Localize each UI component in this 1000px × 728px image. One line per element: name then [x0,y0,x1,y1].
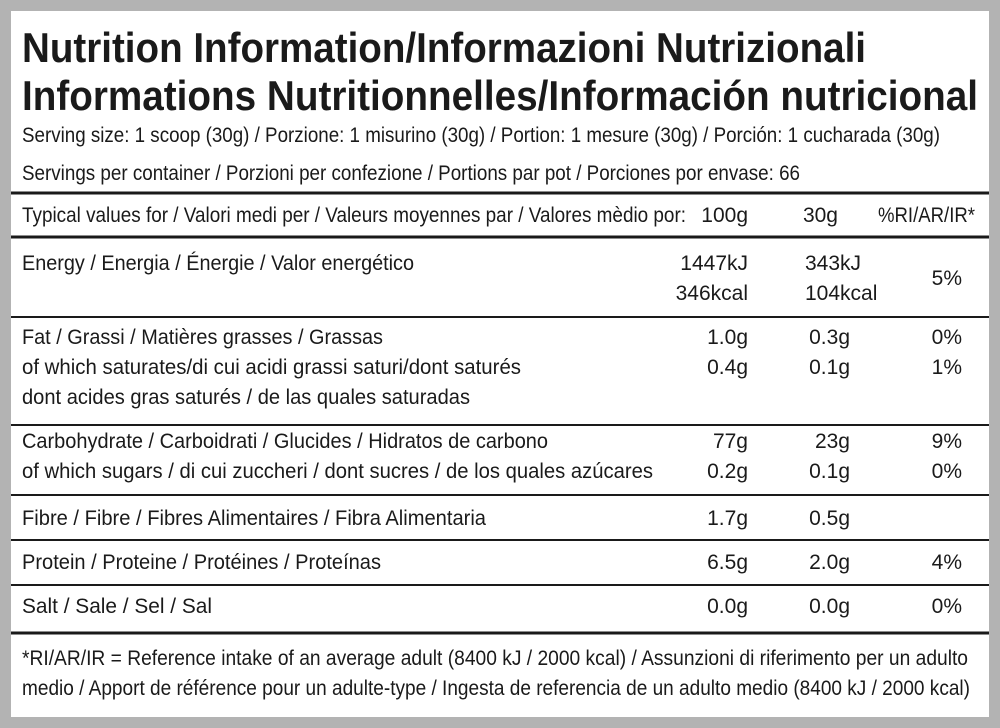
value-100g: 0.4g [707,356,748,379]
nutrient-label: of which sugars / di cui zuccheri / dont… [22,460,653,483]
value-serving: 0.0g [809,595,850,618]
title: Informations Nutritionnelles/Información… [22,72,978,119]
panel [11,11,989,717]
column-header: 100g [701,204,748,227]
servings-per-container: Servings per container / Porzioni per co… [22,162,800,185]
column-header: %RI/AR/IR* [878,204,975,227]
value-ri: 1% [932,356,962,379]
value-100g: 1.7g [707,507,748,530]
value-100g: 1447kJ [680,252,748,275]
nutrient-label: Carbohydrate / Carboidrati / Glucides / … [22,430,548,453]
value-ri: 0% [932,460,962,483]
value-serving: 0.1g [809,356,850,379]
nutrient-label: Energy / Energia / Énergie / Valor energ… [22,252,414,275]
value-serving: 0.1g [809,460,850,483]
value-100g: 6.5g [707,551,748,574]
footnote: medio / Apport de référence pour un adul… [22,677,970,700]
footnote: *RI/AR/IR = Reference intake of an avera… [22,647,968,670]
value-serving: 343kJ [805,252,861,275]
nutrient-label: Salt / Sale / Sel / Sal [22,595,212,618]
title: Nutrition Information/Informazioni Nutri… [22,24,866,71]
nutrient-label: dont acides gras saturés / de las quales… [22,386,470,409]
value-ri: 0% [932,595,962,618]
value-ri: 0% [932,326,962,349]
value-serving: 104kcal [805,282,877,305]
column-header: Typical values for / Valori medi per / V… [22,204,686,227]
column-header: 30g [803,204,838,227]
value-100g: 0.0g [707,595,748,618]
value-ri: 4% [932,551,962,574]
nutrient-label: Protein / Proteine / Protéines / Proteín… [22,551,381,574]
value-100g: 0.2g [707,460,748,483]
value-ri: 5% [932,267,962,290]
value-ri: 9% [932,430,962,453]
value-serving: 0.5g [809,507,850,530]
nutrient-label: Fat / Grassi / Matières grasses / Grassa… [22,326,383,349]
value-100g: 77g [713,430,748,453]
value-100g: 346kcal [676,282,748,305]
value-serving: 23g [815,430,850,453]
serving-size: Serving size: 1 scoop (30g) / Porzione: … [22,124,940,147]
value-100g: 1.0g [707,326,748,349]
value-serving: 2.0g [809,551,850,574]
value-serving: 0.3g [809,326,850,349]
nutrient-label: Fibre / Fibre / Fibres Alimentaires / Fi… [22,507,486,530]
nutrient-label: of which saturates/di cui acidi grassi s… [22,356,521,379]
